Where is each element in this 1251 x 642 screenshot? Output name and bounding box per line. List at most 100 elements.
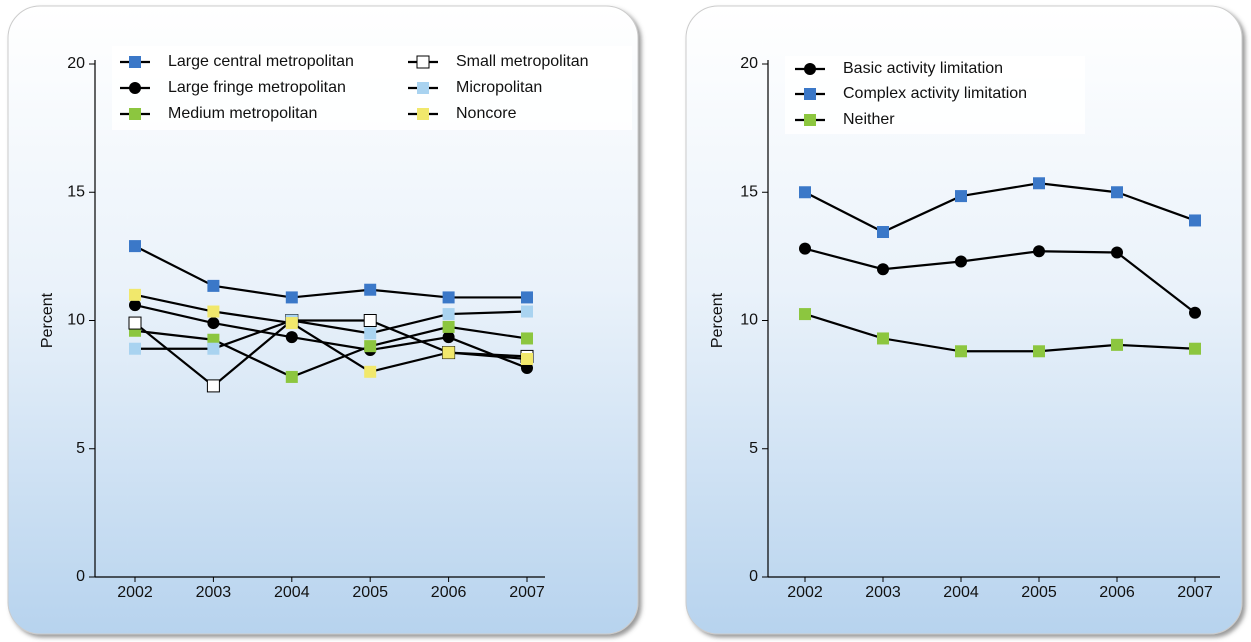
marker: [955, 190, 967, 203]
marker: [955, 255, 967, 268]
marker: [1189, 342, 1201, 355]
legend-label: Basic activity limitation: [843, 60, 1003, 77]
legend-label: Noncore: [456, 105, 517, 122]
marker: [206, 379, 220, 393]
marker: [877, 263, 889, 276]
marker: [207, 279, 220, 292]
x-tick-label: 2005: [1021, 584, 1057, 601]
marker: [285, 331, 298, 344]
x-tick-label: 2005: [352, 584, 388, 601]
x-tick-label: 2004: [274, 584, 310, 601]
marker: [207, 305, 220, 318]
marker: [1189, 306, 1201, 319]
x-tick-label: 2006: [1099, 584, 1135, 601]
marker: [804, 114, 816, 126]
marker: [521, 291, 533, 304]
marker: [1111, 246, 1123, 259]
x-tick-label: 2007: [509, 584, 545, 601]
marker: [207, 342, 220, 355]
marker: [955, 345, 967, 358]
legend-background: [785, 56, 1085, 134]
marker: [521, 352, 533, 365]
marker: [285, 291, 298, 304]
y-tick-label: 0: [749, 568, 758, 585]
series-line: [134, 304, 528, 369]
x-tick-label: 2006: [431, 584, 467, 601]
panel: [685, 5, 1243, 635]
x-tick-label: 2007: [1177, 584, 1213, 601]
y-tick-label: 0: [76, 568, 85, 585]
marker: [364, 365, 377, 378]
marker: [417, 82, 429, 94]
marker: [129, 108, 141, 120]
marker: [442, 331, 455, 344]
y-tick-label: 5: [749, 440, 758, 457]
marker: [129, 82, 141, 94]
y-tick-label: 15: [740, 183, 758, 200]
y-tick-label: 20: [740, 55, 758, 72]
legend-label: Micropolitan: [456, 79, 542, 96]
y-tick-label: 10: [67, 312, 85, 329]
y-axis-label: Percent: [709, 292, 726, 348]
marker: [285, 317, 298, 330]
x-tick-label: 2004: [943, 584, 979, 601]
marker: [877, 332, 889, 345]
marker: [364, 340, 377, 353]
x-tick-label: 2003: [865, 584, 901, 601]
marker: [799, 242, 811, 255]
legend-background: [112, 46, 632, 130]
legend-label: Complex activity limitation: [843, 85, 1027, 102]
marker: [129, 240, 141, 253]
marker: [877, 226, 889, 239]
legend-label: Large fringe metropolitan: [168, 79, 346, 96]
marker: [442, 346, 455, 359]
marker: [129, 56, 141, 68]
marker: [364, 283, 377, 296]
marker: [128, 316, 142, 330]
legend-label: Large central metropolitan: [168, 53, 354, 70]
marker: [442, 320, 455, 333]
marker: [417, 108, 429, 120]
marker: [129, 342, 141, 355]
series-line: [134, 245, 527, 299]
series-line: [804, 313, 1196, 353]
y-tick-label: 10: [740, 312, 758, 329]
series-line: [134, 293, 528, 373]
legend-label: Medium metropolitan: [168, 105, 317, 122]
marker: [442, 291, 455, 304]
y-axis-label: Percent: [39, 292, 56, 348]
marker: [1033, 245, 1045, 258]
x-tick-label: 2002: [117, 584, 153, 601]
marker: [1189, 214, 1201, 227]
y-tick-label: 5: [76, 440, 85, 457]
x-tick-label: 2002: [787, 584, 823, 601]
marker: [1033, 345, 1045, 358]
marker: [207, 317, 220, 330]
series-line: [134, 325, 528, 379]
marker: [364, 327, 377, 340]
marker: [129, 288, 141, 301]
marker: [442, 308, 455, 321]
y-tick-label: 15: [67, 183, 85, 200]
marker: [285, 370, 298, 383]
legend-label: Neither: [843, 111, 895, 128]
series-line: [804, 247, 1196, 314]
marker: [1111, 338, 1123, 351]
y-tick-label: 20: [67, 55, 85, 72]
series-line: [804, 182, 1196, 234]
marker: [1111, 186, 1123, 199]
marker: [521, 332, 533, 345]
x-tick-label: 2003: [196, 584, 232, 601]
marker: [416, 55, 430, 69]
marker: [1033, 177, 1045, 190]
series-line: [135, 310, 528, 350]
marker: [799, 308, 811, 321]
marker: [521, 305, 533, 318]
marker: [804, 63, 816, 75]
marker: [363, 314, 377, 327]
marker: [799, 186, 811, 199]
marker: [804, 88, 816, 100]
marker: [129, 299, 141, 312]
legend-label: Small metropolitan: [456, 53, 589, 70]
